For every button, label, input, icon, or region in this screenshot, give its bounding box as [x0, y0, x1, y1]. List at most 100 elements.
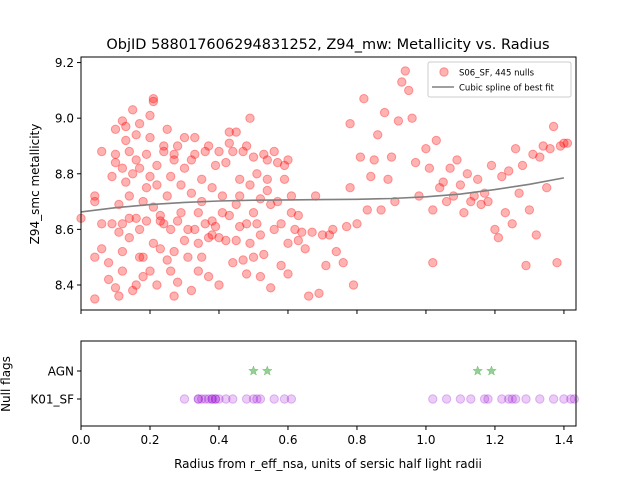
metallicity-point [131, 280, 141, 290]
metallicity-point [435, 183, 445, 193]
metallicity-point [445, 163, 455, 173]
metallicity-point [362, 205, 372, 215]
metallicity-point [169, 291, 179, 301]
k01-sf-point [221, 394, 231, 404]
metallicity-point [504, 166, 514, 176]
metallicity-plot-frame [80, 56, 577, 311]
metallicity-point [121, 121, 131, 132]
metallicity-point [321, 260, 331, 271]
metallicity-point [190, 224, 200, 235]
metallicity-point [562, 138, 573, 148]
k01-sf-point [193, 394, 204, 404]
metallicity-point [107, 219, 117, 229]
metallicity-point [338, 258, 348, 268]
metallicity-point [172, 141, 183, 151]
metallicity-point [524, 205, 535, 215]
metallicity-point [304, 291, 314, 301]
metallicity-point [210, 221, 221, 232]
metallicity-point [200, 219, 210, 229]
metallicity-point [255, 230, 266, 240]
legend-spline-label: Cubic spline of best fit [459, 84, 555, 94]
k01-sf-point [210, 394, 221, 404]
metallicity-point [141, 216, 152, 226]
metallicity-point [279, 160, 290, 171]
metallicity-point [369, 155, 379, 165]
metallicity-point [231, 235, 241, 246]
agn-point [261, 365, 273, 376]
metallicity-point [186, 285, 197, 296]
k01-sf-point [269, 394, 279, 404]
metallicity-point [248, 152, 259, 162]
metallicity-point [124, 233, 135, 243]
metallicity-point [397, 77, 407, 87]
metallicity-point [114, 291, 124, 301]
metallicity-point [473, 174, 483, 185]
metallicity-y-tick-label: 8.8 [55, 167, 74, 181]
metallicity-point [183, 224, 193, 235]
metallicity-point [276, 219, 286, 229]
metallicity-point [117, 266, 128, 276]
metallicity-point [293, 235, 303, 246]
metallicity-point [259, 149, 269, 160]
metallicity-point [90, 252, 100, 262]
metallicity-point [352, 219, 362, 229]
k01-sf-point [193, 394, 204, 404]
metallicity-point [145, 110, 155, 121]
k01-sf-point [203, 394, 214, 404]
metallicity-point [197, 252, 207, 262]
metallicity-point [245, 238, 255, 249]
metallicity-point [148, 96, 159, 107]
metallicity-point [141, 183, 152, 193]
k01-sf-point [228, 394, 238, 404]
metallicity-point [500, 208, 510, 218]
agn-point [248, 365, 259, 376]
k01-sf-point [510, 394, 521, 404]
metallicity-point [114, 227, 124, 237]
metallicity-point [162, 255, 172, 265]
metallicity-point [214, 280, 224, 290]
metallicity-point [203, 233, 214, 243]
metallicity-point [134, 224, 145, 235]
metallicity-point [521, 260, 531, 271]
metallicity-point [186, 155, 197, 165]
metallicity-point [459, 208, 469, 218]
null-flags-y-tick-label: AGN [48, 365, 74, 379]
metallicity-point [217, 191, 228, 201]
metallicity-point [155, 210, 166, 221]
metallicity-point [193, 266, 204, 276]
metallicity-point [152, 280, 162, 290]
metallicity-point [535, 152, 545, 162]
metallicity-point [528, 149, 538, 160]
metallicity-y-tick-label: 8.6 [55, 223, 74, 237]
k01-sf-point [207, 394, 217, 404]
k01-sf-point [200, 394, 210, 404]
metallicity-point [476, 199, 486, 210]
metallicity-point [148, 94, 159, 104]
metallicity-point [159, 219, 169, 229]
k01-sf-point [521, 394, 531, 404]
k01-sf-point [255, 394, 266, 404]
metallicity-point [462, 169, 472, 179]
metallicity-point [183, 252, 193, 262]
metallicity-point [172, 277, 183, 287]
metallicity-point [386, 152, 397, 162]
agn-point [472, 365, 484, 376]
metallicity-point [241, 269, 252, 279]
metallicity-point [255, 271, 266, 282]
metallicity-point [103, 258, 114, 268]
k01-sf-point [210, 394, 221, 404]
metallicity-point [538, 141, 548, 151]
metallicity-plot-area [81, 57, 576, 310]
k01-sf-point [279, 394, 290, 404]
metallicity-point [248, 208, 259, 218]
metallicity-point [121, 135, 131, 146]
x-tick-label: 0.0 [71, 433, 90, 447]
metallicity-point [197, 174, 207, 185]
null-flags-y-ticks: K01_SF AGN [30, 365, 81, 407]
metallicity-point [559, 138, 569, 148]
metallicity-point [400, 66, 410, 76]
metallicity-point [210, 160, 221, 171]
metallicity-point [235, 221, 245, 232]
metallicity-point [124, 213, 135, 224]
k01-sf-point [207, 394, 217, 404]
